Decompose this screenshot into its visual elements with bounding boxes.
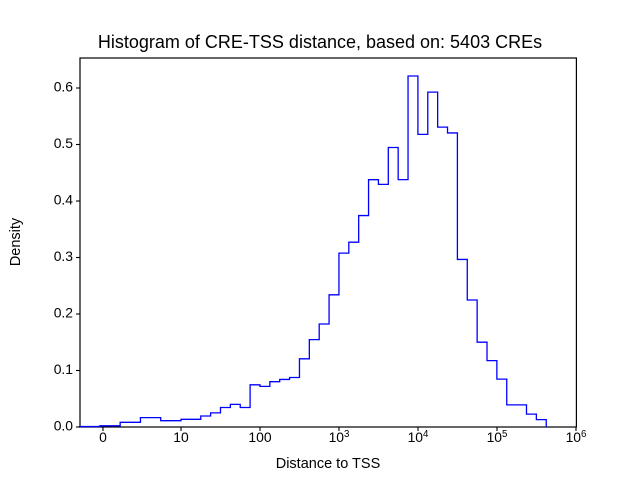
svg-text:105: 105 <box>487 429 508 445</box>
svg-text:106: 106 <box>566 429 587 445</box>
svg-text:0.2: 0.2 <box>54 305 74 321</box>
svg-text:Histogram of CRE-TSS distance,: Histogram of CRE-TSS distance, based on:… <box>98 32 542 52</box>
svg-text:0.4: 0.4 <box>54 192 74 208</box>
svg-text:0.6: 0.6 <box>54 79 74 95</box>
svg-text:0.0: 0.0 <box>54 418 74 434</box>
svg-text:0.5: 0.5 <box>54 135 74 151</box>
svg-text:0.1: 0.1 <box>54 361 74 377</box>
svg-text:100: 100 <box>248 429 271 445</box>
svg-text:0.3: 0.3 <box>54 248 74 264</box>
svg-text:10: 10 <box>173 429 189 445</box>
svg-text:104: 104 <box>408 429 429 445</box>
svg-text:Distance to TSS: Distance to TSS <box>276 456 381 472</box>
svg-text:0: 0 <box>99 429 107 445</box>
svg-text:103: 103 <box>329 429 350 445</box>
svg-text:Density: Density <box>8 217 24 266</box>
